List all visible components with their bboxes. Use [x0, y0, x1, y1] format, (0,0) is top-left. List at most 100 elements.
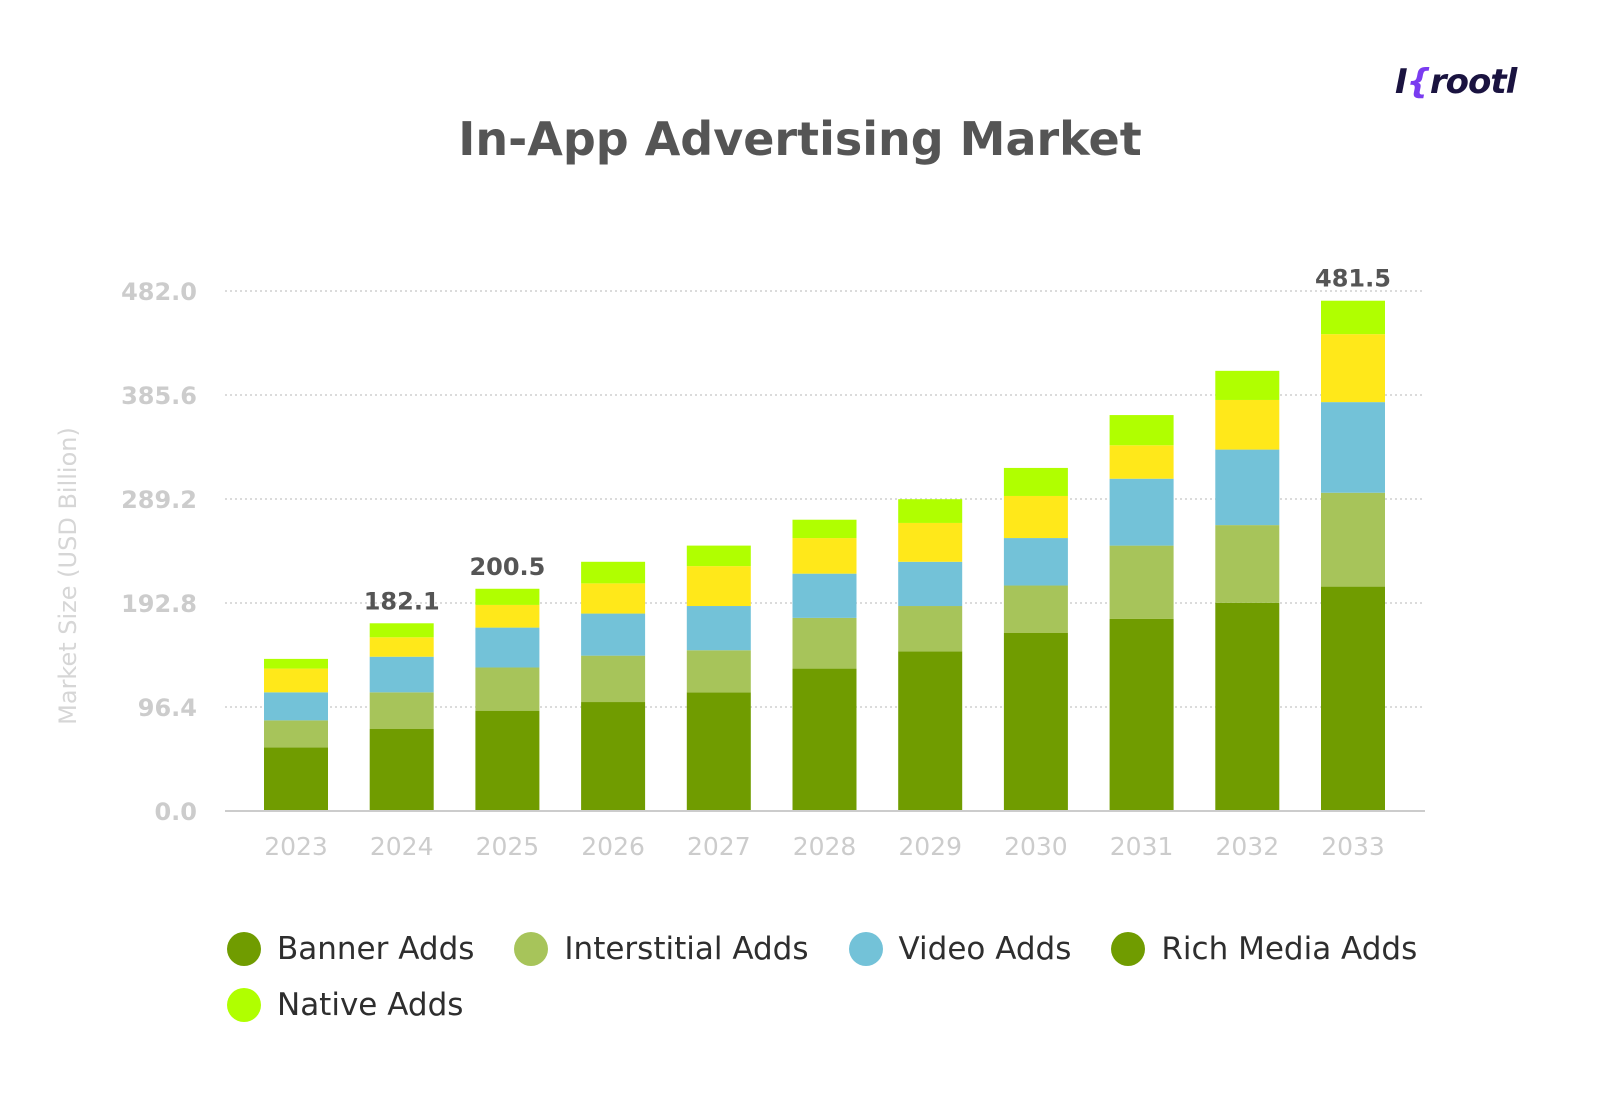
bar-segment-video-adds: [581, 613, 646, 656]
chart-legend: Banner Adds Interstitial Adds Video Adds Ri…: [227, 930, 1487, 1024]
bar-segment-rich-media-adds: [792, 538, 857, 574]
data-label: 200.5: [469, 553, 545, 581]
x-tick-label: 2030: [1004, 832, 1068, 861]
bar-segment-rich-media-adds: [898, 522, 963, 562]
x-tick-label: 2023: [264, 832, 328, 861]
bar-segment-rich-media-adds: [369, 637, 434, 657]
y-axis-label: Market Size (USD Billion): [54, 427, 82, 725]
bar-stack-2024: [369, 623, 434, 811]
bar-segment-video-adds: [686, 606, 751, 651]
legend-swatch: [227, 988, 261, 1022]
x-tick-label: 2029: [898, 832, 962, 861]
bar-stack-2030: [1003, 467, 1068, 811]
bar-segment-video-adds: [264, 692, 328, 721]
bar-stack-2023: [264, 658, 328, 811]
bar-stack-2027: [686, 545, 751, 811]
bar-stack-2033: [1321, 300, 1385, 811]
x-axis-ticks: 2023 2024 2025 2026 2027 2028 2029 2030 2031 2032…: [264, 832, 1385, 861]
bar-segment-interstitial-adds: [581, 655, 646, 703]
legend-item: Interstitial Adds: [514, 930, 809, 968]
legend-swatch: [227, 932, 261, 966]
bar-segment-video-adds: [369, 656, 434, 693]
bar-segment-native-adds: [686, 545, 751, 567]
bar-segment-video-adds: [1109, 478, 1174, 546]
bar-segment-video-adds: [898, 561, 963, 607]
legend-swatch: [848, 932, 883, 966]
bar-stack-2025: [475, 588, 540, 811]
bar-stack-2031: [1109, 415, 1174, 811]
bar-segment-rich-media-adds: [1109, 445, 1174, 479]
bar-segment-banner-adds: [264, 747, 328, 811]
legend-label: Native Adds: [277, 987, 464, 1023]
x-tick-label: 2026: [581, 832, 645, 861]
bar-segment-banner-adds: [686, 692, 751, 811]
x-tick-label: 2024: [370, 832, 434, 861]
legend-item: Rich Media Adds: [1111, 930, 1417, 968]
bar-segment-interstitial-adds: [475, 667, 540, 711]
bar-segment-interstitial-adds: [792, 617, 857, 669]
data-label: 182.1: [364, 587, 440, 615]
stacked-bar-chart: 0.0 96.4 192.8 289.2 385.6 482.0 2023 2024 2025…: [54, 265, 1425, 861]
bar-segment-native-adds: [1109, 415, 1174, 446]
x-tick-label: 2031: [1110, 832, 1174, 861]
bar-stack-2029: [898, 499, 963, 811]
y-tick-label: 0.0: [154, 798, 197, 826]
bar-segment-video-adds: [1215, 449, 1280, 526]
bar-segment-interstitial-adds: [369, 692, 434, 730]
bar-segment-interstitial-adds: [1109, 545, 1174, 619]
bar-segment-banner-adds: [1321, 586, 1385, 811]
data-labels: 182.1 200.5 481.5: [364, 265, 1391, 616]
legend-item: Video Adds: [848, 930, 1072, 968]
bar-segment-video-adds: [1003, 538, 1068, 586]
bar-segment-video-adds: [475, 627, 540, 668]
legend-label: Banner Adds: [277, 931, 475, 967]
chart-title: In-App Advertising Market: [458, 112, 1142, 166]
bar-segment-interstitial-adds: [898, 606, 963, 652]
legend-label: Video Adds: [898, 931, 1072, 967]
y-tick-label: 96.4: [138, 694, 197, 722]
legend-label: Rich Media Adds: [1161, 931, 1418, 967]
y-tick-label: 289.2: [121, 486, 197, 514]
bar-segment-rich-media-adds: [475, 604, 540, 628]
bar-segment-rich-media-adds: [686, 566, 751, 607]
y-tick-label: 385.6: [121, 382, 197, 410]
x-tick-label: 2032: [1215, 832, 1279, 861]
logo-prefix: I: [1395, 62, 1408, 102]
legend-label: Interstitial Adds: [564, 931, 809, 967]
bar-segment-banner-adds: [1215, 602, 1280, 811]
bar-segment-banner-adds: [581, 702, 646, 811]
bar-segment-rich-media-adds: [581, 583, 646, 614]
bar-segment-banner-adds: [1003, 632, 1068, 811]
legend-item: Banner Adds: [227, 930, 474, 968]
bar-segment-native-adds: [475, 588, 540, 605]
bars: [264, 300, 1385, 811]
bar-segment-banner-adds: [475, 710, 540, 811]
bar-stack-2032: [1215, 370, 1280, 811]
bar-segment-native-adds: [581, 561, 646, 584]
bar-stack-2028: [792, 519, 857, 811]
bar-segment-banner-adds: [1109, 618, 1174, 811]
brand-logo: I{rootl: [1395, 62, 1517, 102]
legend-item: Native Adds: [227, 986, 463, 1024]
logo-rest: rootl: [1429, 62, 1517, 102]
logo-accent: {: [1406, 62, 1431, 102]
x-tick-label: 2028: [793, 832, 857, 861]
legend-swatch: [514, 932, 549, 966]
bar-segment-native-adds: [1215, 370, 1280, 400]
bar-segment-native-adds: [1321, 300, 1385, 335]
bar-segment-rich-media-adds: [1215, 399, 1280, 450]
x-tick-label: 2025: [476, 832, 540, 861]
bar-segment-banner-adds: [898, 651, 963, 811]
y-tick-label: 192.8: [121, 590, 197, 618]
bar-segment-rich-media-adds: [264, 668, 328, 693]
y-axis-ticks: 0.0 96.4 192.8 289.2 385.6 482.0: [121, 278, 197, 826]
bar-segment-banner-adds: [792, 668, 857, 811]
bar-segment-native-adds: [264, 658, 328, 669]
bar-segment-native-adds: [792, 519, 857, 539]
bar-segment-native-adds: [369, 623, 434, 638]
bar-segment-rich-media-adds: [1003, 495, 1068, 539]
bar-segment-video-adds: [792, 573, 857, 618]
bar-stack-2026: [581, 561, 646, 811]
bar-segment-native-adds: [1003, 467, 1068, 496]
